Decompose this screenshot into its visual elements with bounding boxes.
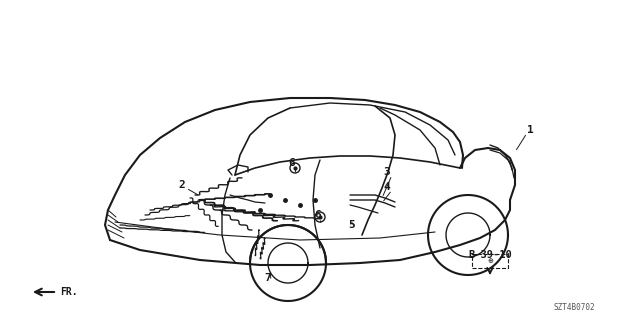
Text: SZT4B0702: SZT4B0702 xyxy=(554,303,595,313)
Text: 4: 4 xyxy=(383,182,390,192)
Text: 7: 7 xyxy=(264,273,271,283)
Text: ⊕: ⊕ xyxy=(487,258,493,264)
Text: 6: 6 xyxy=(315,210,321,220)
Text: FR.: FR. xyxy=(60,287,77,297)
Text: 6: 6 xyxy=(289,158,296,168)
Text: B-39-10: B-39-10 xyxy=(468,250,512,260)
Text: 2: 2 xyxy=(179,180,186,190)
Text: 1: 1 xyxy=(527,125,533,135)
Text: 5: 5 xyxy=(349,220,355,230)
Text: 3: 3 xyxy=(383,167,390,177)
